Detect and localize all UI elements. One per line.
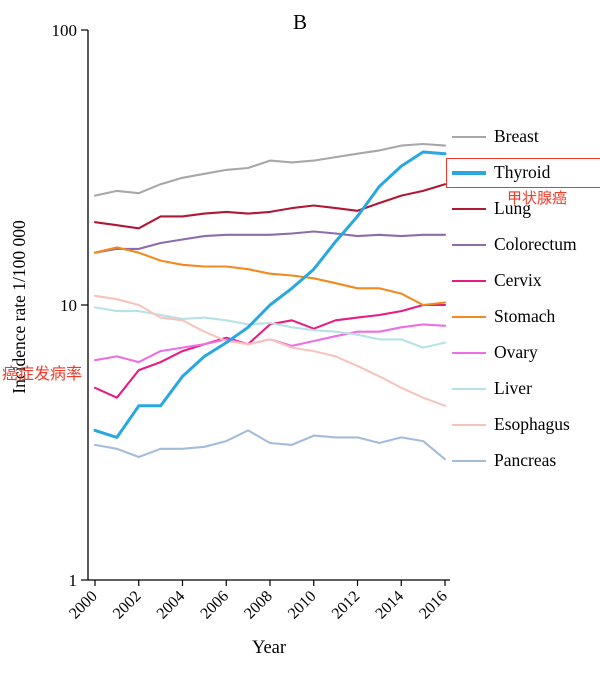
series-line-thyroid — [93, 150, 447, 439]
series-line-lung — [93, 183, 447, 230]
x-tick-label: 2004 — [154, 588, 189, 623]
legend-item-thyroid: Thyroid — [446, 155, 600, 191]
legend-item-breast: Breast — [452, 119, 600, 155]
legend-label-colorectum: Colorectum — [494, 234, 577, 255]
legend-swatch-thyroid — [452, 171, 486, 175]
legend-swatch-cervix — [452, 279, 486, 283]
x-axis-label: Year — [251, 638, 287, 658]
legend-item-esophagus: Esophagus — [452, 407, 600, 443]
legend-label-ovary: Ovary — [494, 342, 538, 363]
legend-item-ovary: Ovary — [452, 335, 600, 371]
legend-label-stomach: Stomach — [494, 306, 556, 327]
legend-item-pancreas: Pancreas — [452, 443, 600, 479]
legend-item-cervix: Cervix — [452, 263, 600, 299]
legend-label-pancreas: Pancreas — [494, 450, 557, 471]
annotation-thyroid-cancer-cn: 甲状腺癌 — [507, 190, 568, 207]
legend-swatch-liver — [452, 387, 486, 391]
chart-title: B — [292, 10, 307, 34]
legend-label-breast: Breast — [494, 126, 539, 147]
series-line-ovary — [93, 323, 447, 364]
legend-item-liver: Liver — [452, 371, 600, 407]
legend-swatch-pancreas — [452, 459, 486, 463]
series-line-cervix — [93, 303, 447, 399]
series-line-colorectum — [93, 230, 447, 254]
annotation-cancer-incidence-cn: 癌症发病率 — [2, 366, 83, 383]
legend-swatch-esophagus — [452, 423, 486, 427]
series-line-pancreas — [93, 429, 447, 461]
legend-label-liver: Liver — [494, 378, 532, 399]
y-tick-label: 100 — [52, 21, 78, 40]
x-tick-label: 2016 — [416, 588, 451, 623]
y-tick-label: 10 — [60, 296, 77, 315]
x-tick-label: 2008 — [241, 588, 276, 623]
x-tick-label: 2006 — [197, 588, 232, 623]
legend-swatch-lung — [452, 207, 486, 211]
legend-swatch-breast — [452, 135, 486, 139]
x-tick-label: 2010 — [285, 588, 320, 623]
legend: Breast Thyroid Lung Colorectum Cervix Stomach… — [446, 119, 600, 479]
x-tick-label: 2000 — [66, 588, 101, 623]
legend-label-cervix: Cervix — [494, 270, 542, 291]
legend-label-lung: Lung — [494, 198, 531, 219]
legend-swatch-ovary — [452, 351, 486, 355]
legend-item-colorectum: Colorectum — [452, 227, 600, 263]
series-line-esophagus — [93, 294, 447, 407]
x-tick-label: 2012 — [329, 588, 364, 623]
series-line-stomach — [93, 246, 447, 307]
y-tick-label: 1 — [69, 571, 78, 590]
series-line-breast — [93, 142, 447, 197]
x-tick-label: 2002 — [110, 588, 145, 623]
x-tick-label: 2014 — [372, 588, 407, 623]
legend-swatch-stomach — [452, 315, 486, 319]
legend-swatch-colorectum — [452, 243, 486, 247]
legend-label-thyroid: Thyroid — [494, 162, 551, 183]
legend-item-stomach: Stomach — [452, 299, 600, 335]
legend-item-lung: Lung — [452, 191, 600, 227]
legend-label-esophagus: Esophagus — [494, 414, 570, 435]
